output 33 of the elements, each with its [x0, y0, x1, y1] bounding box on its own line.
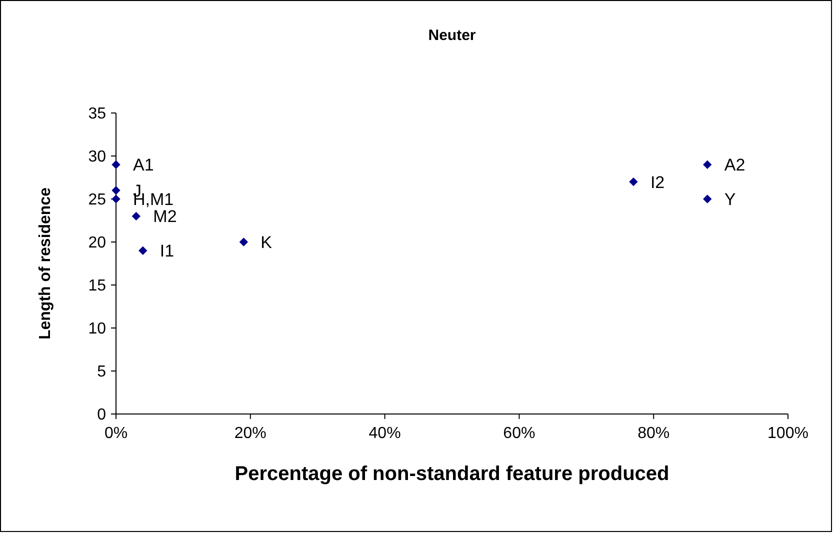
x-tick-label: 0% — [104, 425, 128, 442]
y-tick-label: 15 — [88, 278, 106, 295]
chart-title: Neuter — [428, 27, 476, 44]
annotation: K — [260, 232, 273, 252]
point — [703, 194, 712, 204]
annotation: I1 — [160, 242, 174, 261]
x-axis-title: Percentage of non-standard feature produced — [234, 463, 670, 485]
point — [112, 160, 120, 169]
y-tick-label: 5 — [97, 364, 106, 381]
x-tick-label: 40% — [368, 425, 401, 442]
annotation: A1 — [133, 156, 154, 175]
point — [239, 238, 248, 246]
point — [132, 212, 140, 221]
y-tick-label: 0 — [97, 406, 106, 424]
y-tick-label: 35 — [88, 106, 106, 123]
point — [138, 246, 148, 255]
x-tick-label: 60% — [503, 425, 536, 442]
y-tick-label: 20 — [88, 234, 106, 252]
x-tick-label: 80% — [638, 425, 670, 442]
point — [629, 177, 638, 186]
point — [703, 160, 712, 169]
annotation: M2 — [153, 207, 177, 226]
point — [112, 194, 120, 204]
annotation: A2 — [724, 156, 746, 175]
annotation: I2 — [650, 172, 665, 192]
y-tick-label: 30 — [88, 148, 106, 166]
annotation: Y — [724, 190, 736, 209]
y-axis-title: Length of residence — [37, 187, 54, 340]
y-tick-label: 25 — [88, 192, 106, 209]
point — [112, 186, 120, 195]
x-tick-label: 100% — [768, 425, 808, 442]
y-tick-label: 10 — [88, 320, 106, 338]
x-tick-label: 20% — [234, 425, 266, 442]
